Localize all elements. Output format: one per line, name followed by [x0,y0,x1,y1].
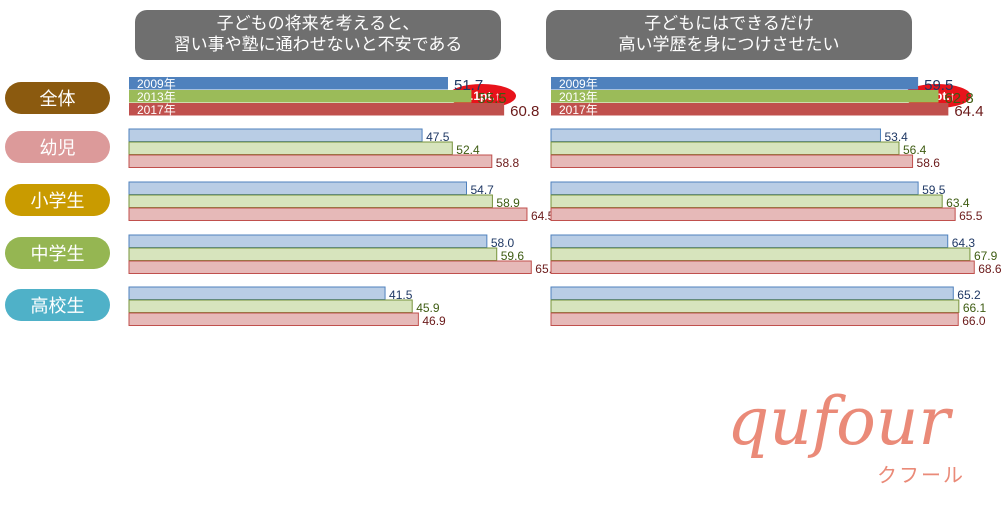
series-label-in-bar: 2013年 [137,90,176,104]
bar-value-label: 47.5 [426,130,450,144]
chart-title-right-line1: 子どもにはできるだけ [644,14,814,34]
bar-value-label: 62.8 [944,90,973,107]
bar-0-4-1 [128,299,413,313]
category-label: 幼児 [39,138,76,159]
category-pill-high-school: 高校生 [5,289,110,321]
chart-title-right-line2: 高い学歴を身につけさせたい [618,35,840,55]
chart-title-right: 子どもにはできるだけ 高い学歴を身につけさせたい [546,10,912,60]
bar-value-label: 45.9 [416,301,440,315]
bar-value-label: 66.0 [962,314,986,328]
bar-value-label: 66.1 [963,301,987,315]
bar-1-0-1 [551,90,939,103]
bar-1-2-2 [550,207,956,221]
category-label: 小学生 [30,191,85,212]
bar-1-4-2 [550,312,959,326]
bar-value-label: 64.4 [954,103,983,120]
category-pill-all: 全体 [5,82,110,114]
bar-value-label: 63.4 [946,196,970,210]
category-pill-infant: 幼児 [5,131,110,163]
bar-1-3-0 [550,234,949,248]
bar-0-0-0 [129,77,448,90]
bar-value-label: 54.7 [470,183,494,197]
bar-0-4-2 [128,312,419,326]
bar-1-4-0 [550,286,954,300]
bar-value-label: 58.9 [496,196,520,210]
series-label-in-bar: 2009年 [137,77,176,91]
bar-1-3-1 [550,247,971,261]
bar-0-0-2 [129,103,505,116]
bar-1-0-0 [551,77,919,90]
series-label-in-bar: 2013年 [559,90,598,104]
bar-value-label: 46.9 [422,314,446,328]
bar-value-label: 52.4 [456,143,480,157]
bar-0-3-2 [128,260,532,274]
category-pill-junior-high: 中学生 [5,237,110,269]
bar-1-1-2 [550,154,914,168]
bar-1-0-2 [551,103,949,116]
bar-value-label: 59.5 [922,183,946,197]
bar-value-label: 65.2 [957,288,981,302]
bar-value-label: 59.6 [501,249,525,263]
bar-1-3-2 [550,260,975,274]
logo-katakana: クフール [877,463,965,487]
bar-value-label: 67.9 [974,249,998,263]
bar-0-2-1 [128,194,493,208]
bar-0-1-1 [128,141,453,155]
bar-0-1-2 [128,154,493,168]
qufour-logo: qufour クフール [727,383,965,487]
change-badge-text: 9.1pt.↑ [463,89,501,103]
bar-0-2-2 [128,207,528,221]
bar-0-0-1 [129,90,472,103]
chart-title-left-line2: 習い事や塾に通わせないと不安である [173,35,463,55]
bar-1-2-1 [550,194,943,208]
category-pill-elementary: 小学生 [5,184,110,216]
bar-value-label: 64.5 [531,209,555,223]
bar-0-4-0 [128,286,386,300]
bar-0-2-0 [128,181,467,195]
bar-value-label: 58.0 [491,236,515,250]
chart-title-left: 子どもの将来を考えると、 習い事や塾に通わせないと不安である [135,10,501,60]
bar-value-label: 65.5 [959,209,983,223]
bar-value-label: 58.8 [496,156,520,170]
bar-0-3-0 [128,234,488,248]
bar-value-label: 51.7 [454,77,483,94]
bar-0-1-0 [128,128,423,142]
bar-value-label: 68.6 [978,262,1002,276]
series-label-in-bar: 2017年 [137,103,176,117]
bar-value-label: 53.4 [884,130,908,144]
chart-title-left-line1: 子どもの将来を考えると、 [216,14,420,34]
bar-1-1-0 [550,128,881,142]
bar-1-1-1 [550,141,900,155]
bar-value-label: 59.5 [924,77,953,94]
category-label: 中学生 [30,244,85,265]
series-label-in-bar: 2009年 [559,77,598,91]
bar-value-label: 56.4 [903,143,927,157]
category-label: 全体 [39,89,76,110]
bar-0-3-1 [128,247,498,261]
logo-wordmark: qufour [727,383,953,460]
series-label-in-bar: 2017年 [559,103,598,117]
bar-1-4-1 [550,299,960,313]
category-label: 高校生 [30,296,85,317]
bar-value-label: 64.3 [952,236,976,250]
bar-value-label: 60.8 [510,103,539,120]
bar-1-2-0 [550,181,919,195]
bar-value-label: 55.5 [477,90,506,107]
bar-value-label: 41.5 [389,288,413,302]
bar-value-label: 58.6 [917,156,941,170]
